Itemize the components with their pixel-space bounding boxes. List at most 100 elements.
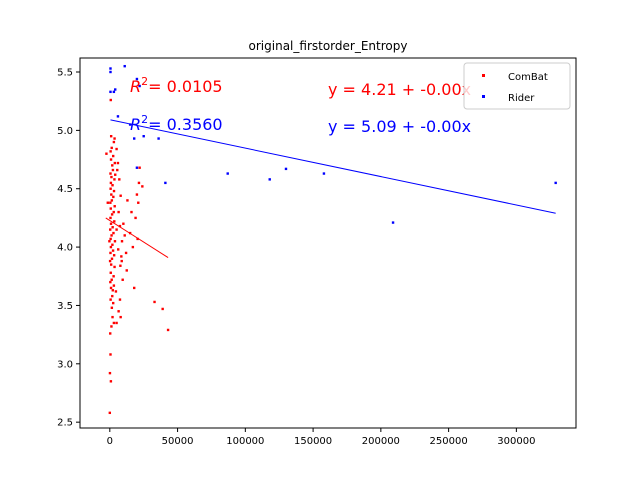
combat-point [111,164,114,167]
combat-point [109,298,112,301]
y-tick-label: 3.0 [57,359,73,370]
rider-point [142,135,145,138]
combat-point [117,310,120,313]
rider-fit-equation: y = 5.09 + -0.00x [328,117,471,136]
combat-point [109,280,112,284]
combat-point [109,158,113,161]
combat-point [109,222,113,225]
x-axis: 0 50000 100000 150000 200000 250000 300000 [107,428,535,447]
regression-annotations: R2= 0.0105 y = 4.21 + -0.00x R2= 0.3560 … [130,75,471,136]
rider-r-squared: R2= 0.3560 [130,113,223,134]
r-sup: 2 [141,113,148,126]
combat-point [112,301,115,305]
combat-point [109,216,112,220]
combat-point [110,146,113,150]
combat-point [112,321,116,325]
combat-point [117,210,120,214]
combat-point [119,315,122,319]
combat-point [109,135,113,138]
plot-area: 0 50000 100000 150000 200000 250000 300000 2.5… [57,57,577,447]
combat-point [111,168,115,172]
combat-r-squared: R2= 0.0105 [130,75,223,96]
combat-point [113,240,117,243]
combat-point [112,254,116,257]
combat-point [110,199,114,202]
combat-point [118,178,121,181]
y-tick-label: 3.5 [57,301,73,312]
r-symbol: R [130,77,141,96]
rider-point [284,167,288,171]
data-points [105,64,557,415]
combat-point [111,243,114,246]
combat-point [126,199,129,202]
combat-point [116,168,119,172]
combat-point [135,193,139,196]
combat-point [109,187,112,190]
combat-point [109,181,113,185]
x-tick-label: 200000 [362,436,400,447]
rider-point [135,166,139,169]
combat-point [138,166,141,169]
x-tick-label: 50000 [162,436,194,447]
combat-point [109,286,113,290]
combat-point [115,147,118,151]
combat-point [109,228,112,231]
x-tick-label: 250000 [430,436,468,447]
combat-point [109,201,112,204]
combat-point [111,226,114,229]
rider-point [114,88,117,91]
combat-point [134,216,137,220]
combat-point [109,98,112,102]
combat-point [117,248,120,251]
combat-point [153,300,156,304]
combat-point [124,251,128,255]
y-tick-label: 2.5 [57,418,73,429]
combat-point [112,140,116,144]
rider-point [109,90,112,94]
rider-point [322,172,326,175]
x-tick-label: 300000 [497,436,535,447]
r-sup: 2 [141,75,148,88]
axes-frame [79,57,577,429]
combat-point [141,185,144,188]
r-value: = 0.3560 [148,115,222,134]
combat-point [112,195,115,199]
rider-point [109,67,112,70]
combat-point [108,411,112,415]
combat-point [122,222,125,225]
rider-point [112,90,116,94]
y-tick-label: 4.5 [57,184,73,195]
combat-point [111,289,114,292]
y-axis: 2.5 3.0 3.5 4.0 4.5 5.0 5.5 [57,68,80,429]
combat-point [125,269,128,272]
legend-marker-combat [482,74,485,77]
combat-point [109,172,112,175]
combat-point [137,181,141,185]
combat-point [113,161,117,165]
legend-label-combat: ComBat [508,72,548,83]
combat-point [109,237,112,241]
y-tick-label: 4.0 [57,243,73,254]
combat-point [109,332,112,335]
rider-point [554,181,557,185]
rider-point [164,181,167,185]
combat-point [119,194,122,197]
rider-point [123,64,126,68]
combat-point [110,234,113,237]
r-symbol: R [130,115,141,134]
combat-point [110,175,113,179]
rider-point [138,84,141,88]
combat-point [130,210,133,214]
combat-point [166,328,170,332]
combat-point [108,240,111,243]
x-tick-label: 100000 [226,436,264,447]
combat-point [106,201,109,204]
combat-point [131,245,135,249]
combat-point [161,307,164,311]
combat-point [113,220,116,223]
combat-point [114,173,117,176]
combat-point [112,189,116,193]
combat-point [113,178,116,181]
legend-marker-rider [482,95,485,98]
